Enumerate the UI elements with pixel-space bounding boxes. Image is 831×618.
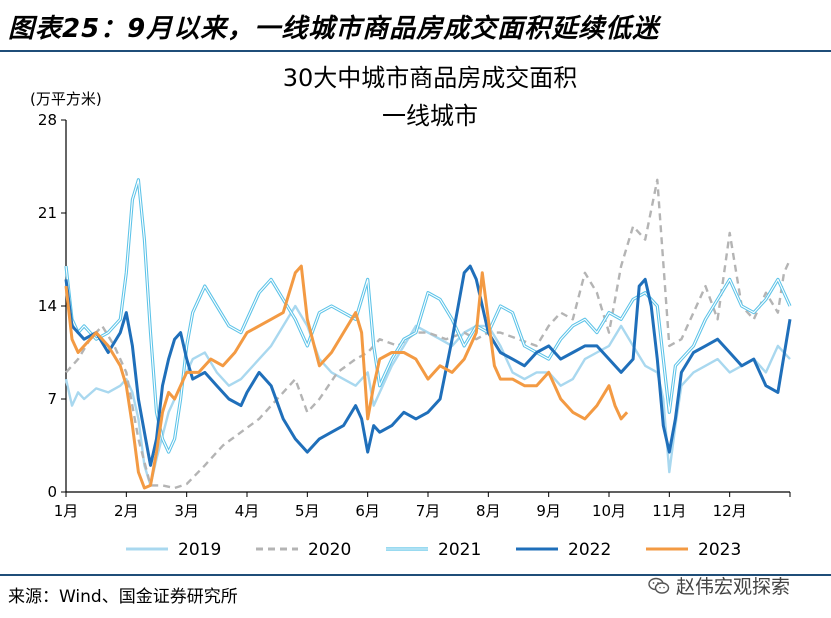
legend-label: 2020 bbox=[308, 540, 351, 560]
legend-item-2021: 2021 bbox=[386, 540, 481, 560]
y-tick-label: 14 bbox=[38, 297, 57, 315]
legend-item-2023: 2023 bbox=[646, 540, 741, 560]
y-tick-label: 0 bbox=[47, 483, 57, 501]
chart-title: 30大中城市商品房成交面积 bbox=[283, 64, 578, 92]
legend-item-2020: 2020 bbox=[256, 540, 351, 560]
x-tick-label: 6月 bbox=[355, 502, 380, 520]
wechat-icon bbox=[648, 577, 670, 594]
x-tick-label: 2月 bbox=[114, 502, 139, 520]
chart-subtitle: 一线城市 bbox=[382, 102, 478, 130]
x-tick-label: 11月 bbox=[652, 502, 686, 520]
series-2020 bbox=[65, 178, 792, 490]
series-2021 bbox=[64, 178, 792, 454]
series-line bbox=[64, 264, 792, 467]
figure-title: 图表25：9月以来，一线城市商品房成交面积延续低迷 bbox=[8, 14, 660, 44]
legend-label: 2019 bbox=[178, 540, 221, 560]
y-tick-label: 28 bbox=[38, 111, 57, 129]
legend: 2019 2020 2021 2022 2023 bbox=[126, 540, 741, 560]
bottom-rule bbox=[0, 574, 831, 576]
x-tick-label: 12月 bbox=[713, 502, 747, 520]
series-2023 bbox=[64, 264, 629, 490]
x-tick-label: 3月 bbox=[174, 502, 199, 520]
series-line bbox=[64, 264, 629, 490]
series-layer bbox=[64, 178, 792, 490]
y-tick-label: 21 bbox=[38, 204, 57, 222]
legend-label: 2023 bbox=[698, 540, 741, 560]
legend-label: 2021 bbox=[438, 540, 481, 560]
x-tick-label: 4月 bbox=[235, 502, 260, 520]
x-tick-label: 9月 bbox=[536, 502, 561, 520]
watermark: 赵伟宏观探索 bbox=[648, 572, 790, 599]
legend-label: 2022 bbox=[568, 540, 611, 560]
x-tick-label: 8月 bbox=[476, 502, 501, 520]
series-line-inner bbox=[65, 179, 791, 453]
y-axis-label: (万平方米) bbox=[30, 90, 102, 108]
source-note: 来源：Wind、国金证券研究所 bbox=[8, 587, 238, 607]
legend-item-2022: 2022 bbox=[516, 540, 611, 560]
series-2022 bbox=[64, 264, 792, 467]
axes: 0 7 14 21 28 1月 2月 3月 4月 5月 6月 7月 8月 9月 10月 11月 12月 bbox=[38, 111, 791, 520]
series-line bbox=[65, 178, 792, 490]
x-tick-label: 1月 bbox=[54, 502, 79, 520]
x-tick-label: 10月 bbox=[592, 502, 626, 520]
legend-item-2019: 2019 bbox=[126, 540, 221, 560]
top-rule bbox=[0, 50, 831, 52]
x-tick-label: 5月 bbox=[295, 502, 320, 520]
y-tick-label: 7 bbox=[47, 390, 57, 408]
watermark-text: 赵伟宏观探索 bbox=[676, 576, 791, 598]
x-tick-label: 7月 bbox=[416, 502, 441, 520]
line-chart: 30大中城市商品房成交面积 一线城市 (万平方米) 0 7 14 21 28 1月 2月 3月… bbox=[30, 64, 792, 560]
